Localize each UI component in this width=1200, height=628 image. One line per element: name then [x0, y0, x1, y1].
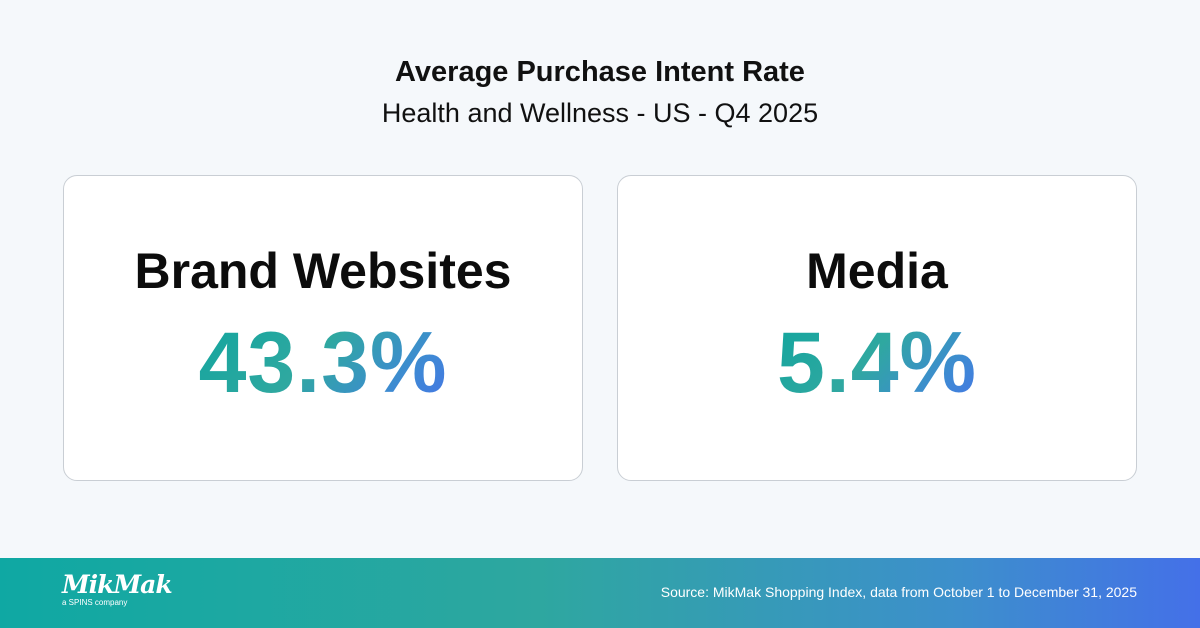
card-value: 43.3% [198, 315, 448, 411]
stat-card-brand-websites: Brand Websites 43.3% [63, 175, 583, 481]
card-label: Media [806, 243, 948, 299]
page-title: Average Purchase Intent Rate [395, 56, 805, 88]
page-subtitle: Health and Wellness - US - Q4 2025 [381, 98, 819, 128]
logo-tagline: a SPINS company [62, 598, 128, 607]
source-note: Source: MikMak Shopping Index, data from… [660, 584, 1137, 600]
mikmak-logo: MikMak a SPINS company [62, 570, 173, 608]
stat-card-media: Media 5.4% [617, 175, 1137, 481]
footer: MikMak a SPINS company Source: MikMak Sh… [0, 558, 1200, 628]
card-value: 5.4% [776, 315, 978, 411]
logo-wordmark: MikMak [62, 570, 173, 599]
card-label: Brand Websites [134, 243, 512, 299]
